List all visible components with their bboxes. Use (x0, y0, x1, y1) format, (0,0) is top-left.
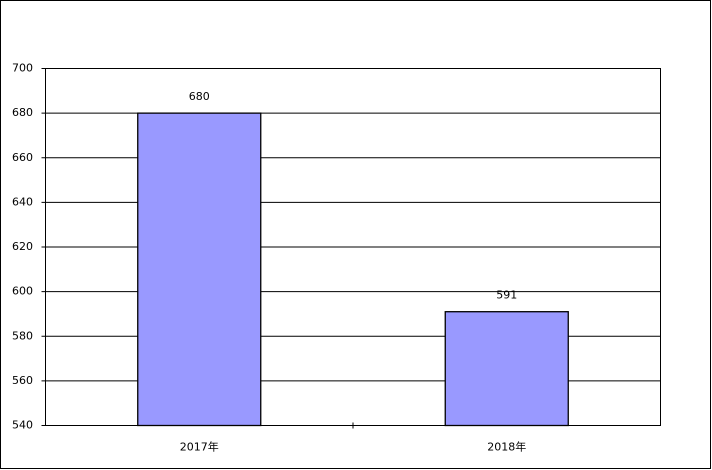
y-tick-label: 680 (12, 106, 33, 119)
y-tick-label: 560 (12, 374, 33, 387)
x-tick-label: 2018年 (487, 440, 526, 454)
data-label: 591 (496, 289, 517, 302)
y-tick-label: 640 (12, 195, 33, 208)
y-tick-label: 580 (12, 329, 33, 342)
y-tick-label: 620 (12, 240, 33, 253)
bar (137, 112, 262, 427)
y-tick-label: 540 (12, 419, 33, 432)
y-tick-label: 600 (12, 285, 33, 298)
x-tick-label: 2017年 (180, 440, 219, 454)
data-label: 680 (189, 90, 210, 103)
bar (444, 311, 569, 427)
y-tick-label: 700 (12, 62, 33, 75)
y-tick-label: 660 (12, 151, 33, 164)
